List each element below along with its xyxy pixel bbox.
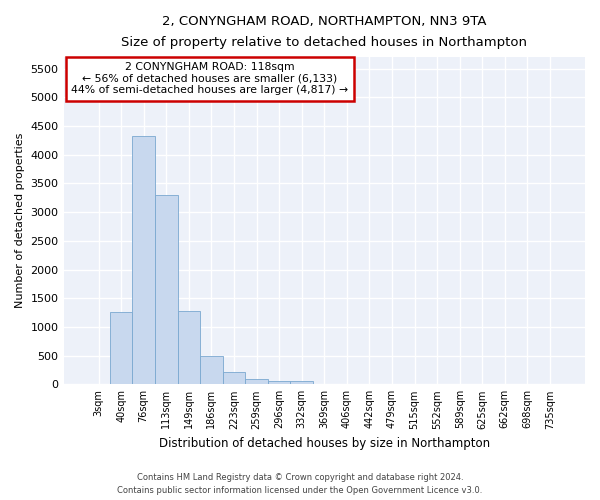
X-axis label: Distribution of detached houses by size in Northampton: Distribution of detached houses by size … — [159, 437, 490, 450]
Bar — [290, 382, 313, 384]
Text: Contains HM Land Registry data © Crown copyright and database right 2024.
Contai: Contains HM Land Registry data © Crown c… — [118, 474, 482, 495]
Y-axis label: Number of detached properties: Number of detached properties — [15, 133, 25, 308]
Bar — [178, 311, 200, 384]
Bar — [155, 196, 178, 384]
Text: 2 CONYNGHAM ROAD: 118sqm
← 56% of detached houses are smaller (6,133)
44% of sem: 2 CONYNGHAM ROAD: 118sqm ← 56% of detach… — [71, 62, 348, 95]
Title: 2, CONYNGHAM ROAD, NORTHAMPTON, NN3 9TA
Size of property relative to detached ho: 2, CONYNGHAM ROAD, NORTHAMPTON, NN3 9TA … — [121, 15, 527, 49]
Bar — [223, 372, 245, 384]
Bar — [268, 381, 290, 384]
Bar — [133, 136, 155, 384]
Bar — [245, 379, 268, 384]
Bar — [110, 312, 133, 384]
Bar — [200, 356, 223, 384]
